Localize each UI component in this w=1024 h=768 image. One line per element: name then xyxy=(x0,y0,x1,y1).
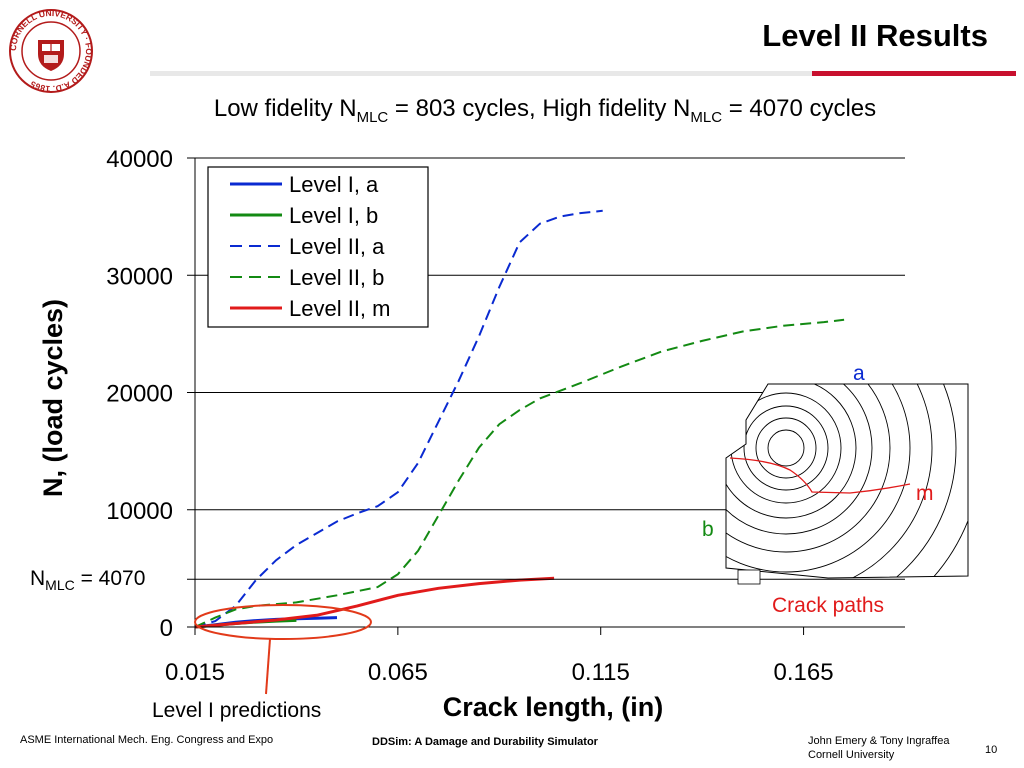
inset-label-m: m xyxy=(916,482,934,505)
y-tick-label: 10000 xyxy=(106,498,173,525)
legend-label: Level II, a xyxy=(289,234,385,259)
series-level-ii-a xyxy=(194,209,603,628)
inset-foot xyxy=(737,569,761,585)
title-rule-accent xyxy=(812,71,1016,76)
legend-label: Level II, m xyxy=(289,296,390,321)
title-rule xyxy=(150,71,1016,76)
university-seal-logo: CORNELL UNIVERSITY · FOUNDED A.D. 1865 xyxy=(8,8,94,94)
footer-project: DDSim: A Damage and Durability Simulator xyxy=(372,736,598,748)
y-tick-label: 20000 xyxy=(106,381,173,408)
x-axis-title: Crack length, (in) xyxy=(443,692,664,722)
footer-authors-names: John Emery & Tony Ingraffea xyxy=(808,735,950,747)
inset-crack-fronts xyxy=(726,384,968,578)
x-tick-label: 0.015 xyxy=(165,659,225,686)
chart-legend: Level I, a Level I, b Level II, a Level II,… xyxy=(207,166,429,328)
level1-callout-ellipse xyxy=(194,604,372,640)
footer-authors: John Emery & Tony Ingraffea Cornell Univ… xyxy=(808,734,949,762)
slide-title: Level II Results xyxy=(762,18,988,53)
y-tick-label: 30000 xyxy=(106,263,173,290)
crack-path-inset xyxy=(725,383,969,585)
x-tick-label: 0.065 xyxy=(368,659,428,686)
inset-caption: Crack paths xyxy=(772,594,884,617)
series-level-ii-b xyxy=(194,318,845,628)
y-axis-title: N, (load cycles) xyxy=(38,299,68,497)
x-tick-label: 0.165 xyxy=(774,659,834,686)
legend-label: Level I, a xyxy=(289,172,379,197)
y-tick-label: 0 xyxy=(160,615,173,642)
inset-label-b: b xyxy=(702,518,714,541)
legend-label: Level II, b xyxy=(289,265,384,290)
chart-subtitle: Low fidelity NMLC = 803 cycles, High fid… xyxy=(213,95,877,126)
level1-callout-line xyxy=(265,638,271,695)
footer-conference: ASME International Mech. Eng. Congress a… xyxy=(20,734,274,746)
nmlc-reference-label: NMLC = 4070 xyxy=(30,567,146,594)
x-tick-label: 0.115 xyxy=(572,659,630,686)
legend-box xyxy=(207,166,429,328)
level1-predictions-label: Level I predictions xyxy=(152,699,321,722)
inset-crack-path-m xyxy=(729,457,911,494)
page-number: 10 xyxy=(985,744,998,756)
series-level-ii-m xyxy=(194,576,555,629)
legend-label: Level I, b xyxy=(289,203,378,228)
inset-label-a: a xyxy=(853,362,865,385)
y-tick-label: 40000 xyxy=(106,146,173,173)
footer-authors-affiliation: Cornell University xyxy=(808,749,895,761)
